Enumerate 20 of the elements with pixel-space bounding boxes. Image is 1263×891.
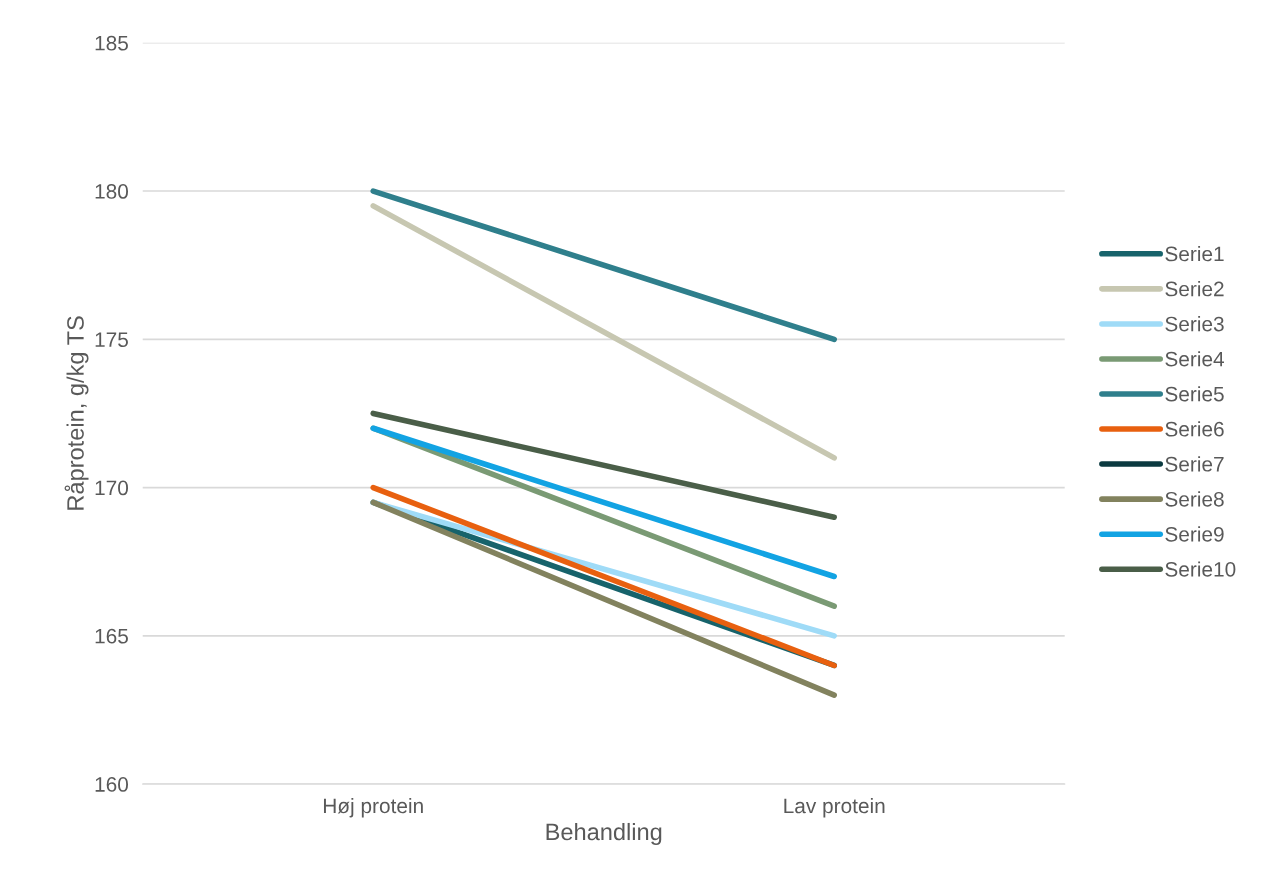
legend-label: Serie1: [1165, 246, 1224, 262]
y-tick-label: 160: [95, 777, 129, 792]
y-tick-label: 175: [95, 332, 128, 348]
legend-label: Serie6: [1165, 421, 1224, 437]
x-axis-title: Behandling: [546, 822, 662, 845]
legend-label: Serie10: [1165, 561, 1236, 577]
y-tick-label: 180: [95, 184, 129, 199]
legend-label: Serie8: [1165, 491, 1224, 507]
legend-label: Serie2: [1165, 281, 1224, 297]
legend-label: Serie7: [1165, 456, 1224, 472]
legend-label: Serie3: [1165, 316, 1224, 332]
x-tick-label: Høj protein: [323, 797, 423, 818]
x-tick-label: Lav protein: [784, 797, 885, 818]
y-tick-label: 185: [95, 35, 128, 51]
legend-label: Serie4: [1165, 351, 1225, 367]
legend-label: Serie9: [1165, 526, 1224, 542]
y-tick-label: 165: [95, 628, 128, 644]
y-tick-label: 170: [95, 480, 129, 496]
y-axis-title: Råprotein, g/kg TS: [64, 316, 89, 510]
legend-label: Serie5: [1165, 386, 1224, 402]
